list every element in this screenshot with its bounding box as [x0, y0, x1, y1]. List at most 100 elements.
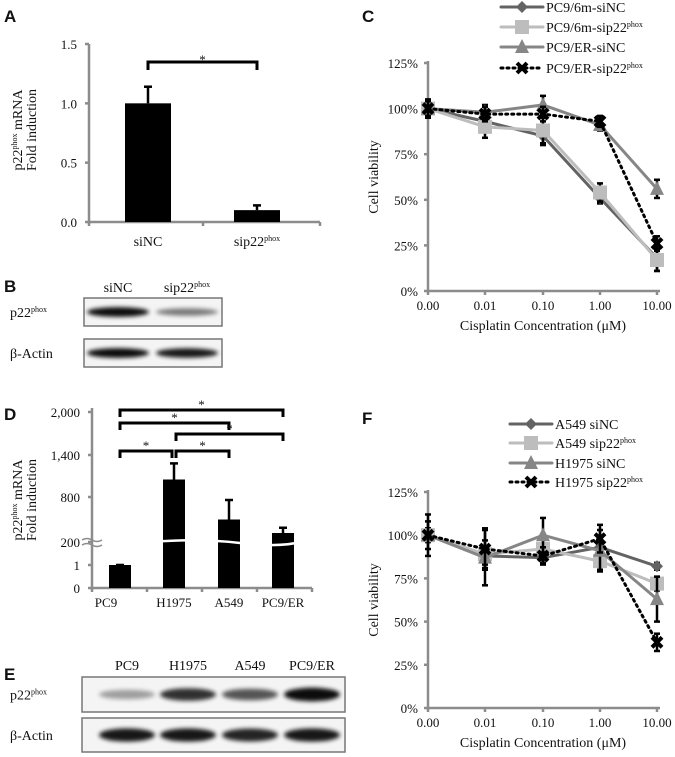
panel-letter-a-text: A	[4, 7, 16, 26]
legend-label-text: PC9/ER-siNC	[546, 41, 625, 56]
significance-star: *	[198, 397, 205, 412]
y-tick-label: 50%	[394, 615, 418, 630]
protein-band	[87, 348, 149, 358]
y-tick-label-text: 0.5	[61, 156, 77, 171]
significance-star-text: *	[199, 438, 206, 453]
legend-item: H1975 siNC	[508, 455, 625, 472]
legend-item: A549 sip22phox	[508, 436, 636, 452]
lane-label: siNC	[104, 281, 133, 296]
row-label: β-Actin	[10, 347, 53, 362]
y-tick-label: 25%	[394, 238, 418, 253]
square-marker	[478, 119, 492, 134]
y-tick-label: 200	[61, 535, 81, 550]
x-tick-label-text: siNC	[134, 235, 163, 250]
y-tick-label-text: 1.5	[61, 37, 77, 52]
series-h1975-sip22	[421, 520, 664, 653]
square-marker	[524, 436, 538, 450]
panel-letter-e: E	[4, 665, 15, 684]
x-tick-label-text: 10.00	[642, 715, 671, 730]
row-label: p22phox	[10, 305, 47, 321]
panel-letter-b-text: B	[4, 277, 16, 296]
y-tick-label-text: 100%	[388, 102, 419, 117]
legend-label-sup: phox	[627, 475, 643, 484]
significance-bracket	[118, 408, 285, 417]
x-tick-label: 1.00	[589, 298, 612, 313]
y-axis-label-text: p22	[11, 519, 26, 540]
legend-item: H1975 sip22phox	[508, 475, 643, 491]
row-label-text: p22	[10, 306, 31, 321]
x-marker	[593, 532, 607, 546]
legend-label-text: PC9/6m-sip22	[546, 21, 627, 36]
y-tick-label: 125%	[388, 485, 419, 500]
axis-break-mark	[149, 538, 306, 547]
y-tick-label-text: 0%	[401, 701, 419, 716]
legend-item: A549 siNC	[508, 418, 618, 433]
x-tick-label-text: PC9	[95, 595, 117, 610]
y-tick-label-text: 0	[74, 581, 81, 596]
significance-star: *	[199, 52, 206, 67]
x-tick-label: 0.00	[417, 715, 440, 730]
y-tick-label-text: 50%	[394, 193, 418, 208]
axis-break-icon	[81, 537, 103, 548]
series-pc9-6m-sip22	[421, 100, 664, 273]
x-tick-label: PC9/ER	[262, 595, 305, 610]
y-tick-label: 0	[74, 581, 81, 596]
row-label-sup: phox	[31, 688, 47, 697]
row-label: β-Actin	[10, 729, 53, 744]
protein-band	[284, 687, 340, 702]
x-tick-label-text: 0.10	[532, 298, 555, 313]
legend-label-text: H1975 sip22	[555, 476, 627, 491]
panel-letter-d-text: D	[4, 405, 16, 424]
y-tick-label-text: 1.0	[61, 96, 77, 111]
legend-label-sup: phox	[620, 436, 636, 445]
y-tick-label-text: 0%	[401, 284, 419, 299]
legend-label: A549 sip22phox	[555, 436, 636, 452]
lane-label-text: siNC	[104, 281, 133, 296]
x-axis-label-text: Cisplatin Concentration (μM)	[460, 319, 626, 334]
x-marker	[536, 549, 550, 563]
legend-label-sup: phox	[627, 61, 643, 70]
x-tick-label: siNC	[134, 235, 163, 250]
lane-label-sup: phox	[194, 280, 210, 289]
legend-label: H1975 sip22phox	[555, 475, 643, 491]
western-blot-e: PC9 H1975 A549 PC9/ER p22phox β-Actin	[10, 659, 346, 753]
diamond-marker	[516, 1, 528, 13]
protein-band	[156, 308, 218, 316]
y-tick-label-text: 125%	[388, 485, 419, 500]
x-tick-label-text: 0.10	[532, 715, 555, 730]
diamond-marker	[651, 560, 663, 573]
legend-label-text: A549 siNC	[555, 418, 618, 433]
y-tick-label-text: 125%	[388, 56, 419, 71]
x-tick-label-text: 0.01	[474, 715, 497, 730]
panel-letter-c-text: C	[362, 7, 374, 26]
diamond-marker	[525, 418, 537, 430]
y-tick-label: 1	[74, 558, 81, 573]
protein-band	[160, 688, 216, 701]
y-tick-label: 75%	[394, 571, 418, 586]
legend-item: PC9/6m-siNC	[499, 1, 625, 16]
significance-bracket	[118, 449, 174, 458]
x-tick-label: 10.00	[642, 298, 671, 313]
lane-label: sip22phox	[164, 280, 210, 296]
lane-label: H1975	[169, 659, 207, 674]
y-axis-label-text: mRNA	[11, 459, 26, 504]
square-marker	[593, 185, 607, 200]
panel-letter-c: C	[362, 7, 374, 26]
legend-item: PC9/ER-siNC	[499, 39, 625, 56]
significance-star: *	[171, 410, 178, 425]
bar-siNC	[125, 103, 171, 222]
row-label: p22phox	[10, 688, 47, 704]
legend-label-text: H1975 siNC	[555, 457, 625, 472]
x-tick-label: 0.01	[474, 715, 497, 730]
x-tick-label: 0.10	[532, 715, 555, 730]
lane-label: A549	[234, 659, 265, 674]
x-marker	[478, 542, 492, 556]
y-tick-label-text: 800	[61, 490, 81, 505]
y-axis-label-text: mRNA	[11, 89, 26, 134]
y-tick-label-text: 25%	[394, 238, 418, 253]
lane-label-text: PC9	[115, 659, 139, 674]
protein-band	[99, 728, 155, 742]
protein-band	[99, 689, 155, 700]
